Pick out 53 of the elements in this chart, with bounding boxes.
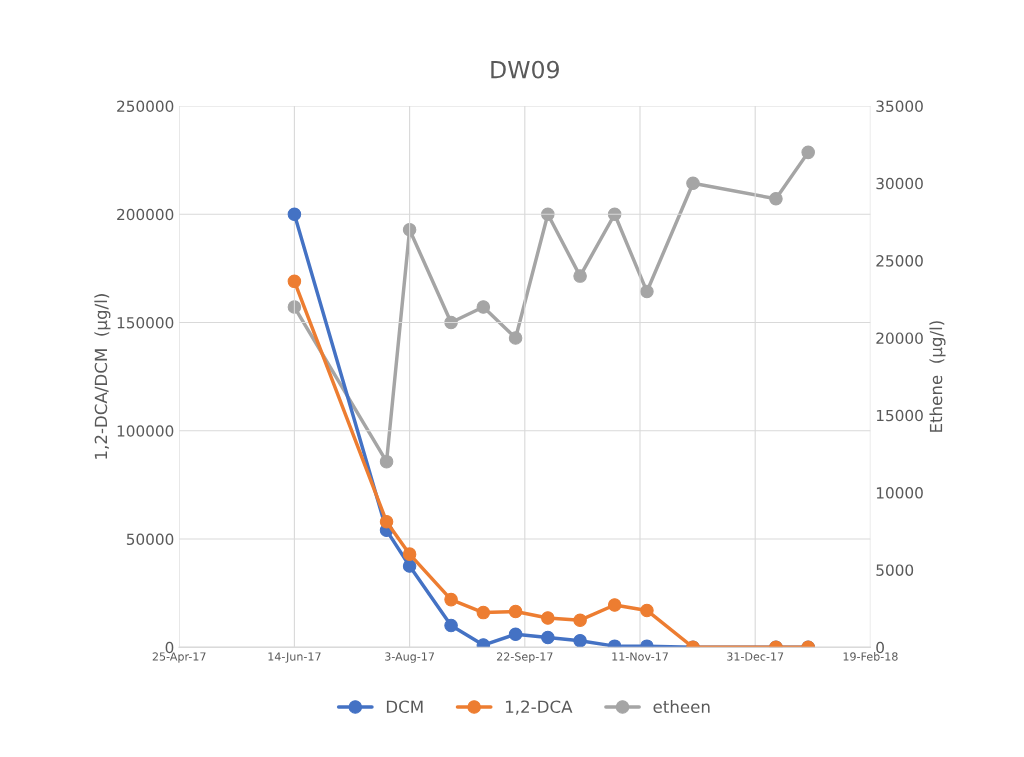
point [541, 611, 555, 625]
y2-axis-title: Ethene (µg/l) [929, 321, 946, 432]
x-tick-label: 22-Sep-17 [496, 652, 553, 663]
point [379, 454, 394, 469]
y-tick-label: 50000 [126, 533, 174, 546]
x-tick-label: 14-Jun-17 [268, 652, 321, 663]
point [573, 269, 587, 283]
point [287, 274, 302, 289]
point [686, 176, 700, 191]
legend-label: DCM [386, 700, 423, 714]
legend-label: etheen [653, 700, 710, 714]
y-tick-label: 150000 [117, 316, 174, 329]
point [444, 618, 458, 633]
legend-label: 1,2-DCA [505, 700, 573, 715]
point [640, 603, 654, 618]
point [402, 547, 417, 561]
x-tick-label: 3-Aug-17 [385, 652, 434, 663]
y-tick-label: 100000 [117, 425, 174, 437]
point [640, 284, 654, 299]
x-tick-label: 31-Dec-17 [727, 652, 784, 661]
point [444, 592, 458, 607]
point [573, 613, 587, 627]
y2-tick-label: 35000 [876, 100, 923, 112]
point [476, 605, 491, 620]
point [607, 207, 622, 221]
point [607, 598, 622, 612]
y-tick-label: 250000 [117, 100, 174, 112]
point [508, 604, 523, 619]
y2-tick-label: 25000 [876, 255, 923, 267]
y-tick-label: 200000 [117, 208, 174, 221]
y-tick-label: 0 [165, 641, 174, 654]
point [769, 192, 783, 206]
point [402, 222, 417, 237]
point [287, 207, 302, 221]
point [801, 145, 815, 160]
x-tick-label: 11-Nov-17 [612, 652, 668, 661]
y2-tick-label: 10000 [876, 487, 923, 499]
x-tick-label: 25-Apr-17 [152, 652, 206, 663]
y2-tick-label: 15000 [876, 409, 923, 422]
y2-tick-label: 5000 [876, 564, 914, 576]
point [508, 331, 523, 345]
y2-tick-label: 0 [876, 641, 884, 654]
x-tick-label: 19-Feb-18 [843, 652, 898, 661]
y-axis-title: 1,2-DCA/DCM (µg/l) [94, 294, 111, 459]
point [508, 627, 523, 642]
point [573, 633, 587, 648]
y2-tick-label: 30000 [876, 177, 923, 190]
chart-title: DW09 [491, 60, 559, 79]
point [402, 559, 417, 573]
point [541, 630, 555, 645]
point [476, 300, 491, 314]
y2-tick-label: 20000 [876, 332, 923, 344]
point [379, 514, 394, 529]
